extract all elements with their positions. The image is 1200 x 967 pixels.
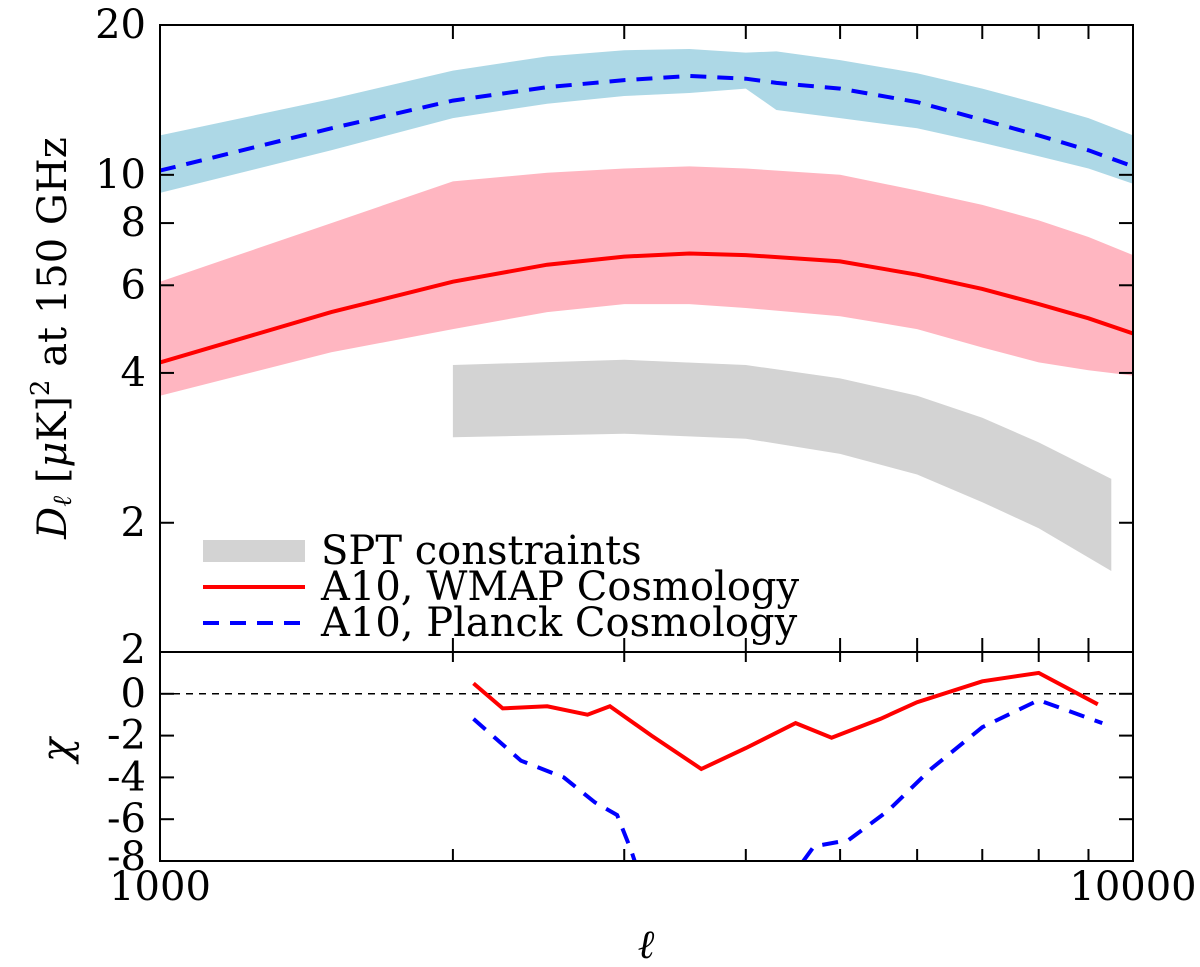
line-a10-wmap-cosmology [160, 251, 1133, 365]
y-tick-label-top-6: 6 [121, 262, 146, 308]
y-tick-label-bot--8: -8 [107, 834, 146, 880]
x-tick-label-1000: 1000 [109, 864, 211, 910]
chi-line-a10-planck-cosmology [472, 697, 1103, 861]
legend-label-a10-wmap-cosmology: A10, WMAP Cosmology [320, 564, 800, 610]
band-spt-constraints [452, 359, 1112, 571]
y-tick-label-bot--4: -4 [107, 754, 146, 800]
band-a10-wmap-cosmology [160, 166, 1133, 396]
bottom-frame [159, 651, 1134, 862]
y-tick-label-top-20: 20 [95, 2, 146, 48]
y-tick-label-bot-2: 2 [121, 627, 146, 673]
y-title-ell: ℓ [48, 496, 78, 507]
y-title-mu: μ [30, 442, 76, 468]
bottom-panel: -8-6-4-202 1000 10000 χ ℓ [34, 627, 1197, 967]
y-title-d: D [30, 507, 76, 540]
y-title-rest: at 150 GHz [30, 137, 76, 379]
x-tick-label-10000: 10000 [1069, 864, 1196, 910]
y-tick-label-bot--6: -6 [107, 796, 146, 842]
legend-label-spt-constraints: SPT constraints [321, 528, 642, 574]
y-tick-label-top-10: 10 [95, 152, 146, 198]
y-tick-label-bot--2: -2 [107, 713, 146, 759]
band-a10-planck-cosmology [160, 49, 1133, 193]
y-title-unit: K] [30, 396, 76, 442]
y-title-open: [ [30, 468, 76, 496]
y-axis-title-bottom: χ [34, 735, 80, 765]
y-tick-label-bot-0: 0 [121, 671, 146, 717]
y-axis-title-top: Dℓ [μK]2 at 150 GHz [26, 137, 78, 540]
top-plot-area [160, 49, 1133, 571]
bottom-axis-ticks: -8-6-4-202 1000 10000 [107, 627, 1197, 910]
y-title-square: 2 [26, 380, 56, 397]
y-tick-label-top-8: 8 [121, 200, 146, 246]
bottom-plot-area [160, 670, 1133, 861]
y-tick-label-top-4: 4 [121, 350, 146, 396]
chi-line-a10-wmap-cosmology [472, 670, 1099, 772]
legend-swatch-spt-constraints [203, 540, 305, 562]
y-tick-label-top-2: 2 [121, 500, 146, 546]
legend-label-a10-planck-cosmology: A10, Planck Cosmology [320, 600, 798, 646]
x-axis-title: ℓ [638, 922, 655, 967]
